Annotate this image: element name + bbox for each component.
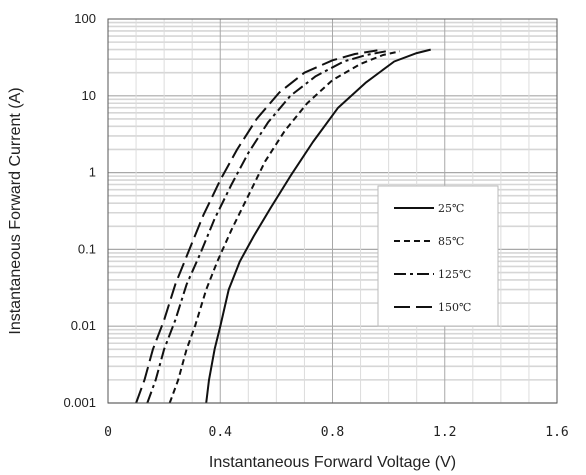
- y-tick-label: 0.1: [78, 241, 96, 256]
- legend: 25℃ 85℃ 125℃ 150℃: [377, 185, 499, 327]
- legend-label-4: 150℃: [438, 301, 471, 314]
- series-line-2: [168, 50, 401, 404]
- y-tick-label: 0.001: [63, 395, 96, 410]
- series-lines: [135, 48, 431, 404]
- y-tick-label: 0.01: [71, 318, 96, 333]
- tick-labels: 0.001 0.01 0.1 1 10 100 0 0.4 0.8 1.2 1.6: [63, 11, 568, 440]
- legend-label-1: 25℃: [438, 202, 464, 215]
- legend-box: [377, 185, 499, 327]
- legend-label-3: 125℃: [438, 268, 471, 281]
- plot-frame: [107, 18, 558, 404]
- y-axis-title: Instantaneous Forward Current (A): [7, 87, 24, 334]
- x-tick-label: 0: [104, 425, 112, 440]
- series-line-4: [135, 49, 378, 404]
- series-line-3: [146, 50, 386, 404]
- legend-label-2: 85℃: [438, 235, 464, 248]
- y-tick-label: 1: [89, 165, 96, 180]
- x-tick-label: 0.4: [209, 425, 233, 440]
- y-tick-label: 100: [74, 11, 96, 26]
- y-tick-label: 10: [82, 88, 96, 103]
- x-tick-label: 1.2: [433, 425, 456, 440]
- x-tick-label: 0.8: [321, 425, 344, 440]
- series-line-1: [205, 48, 431, 404]
- x-axis-title: Instantaneous Forward Voltage (V): [209, 454, 456, 471]
- x-tick-label: 1.6: [545, 425, 568, 440]
